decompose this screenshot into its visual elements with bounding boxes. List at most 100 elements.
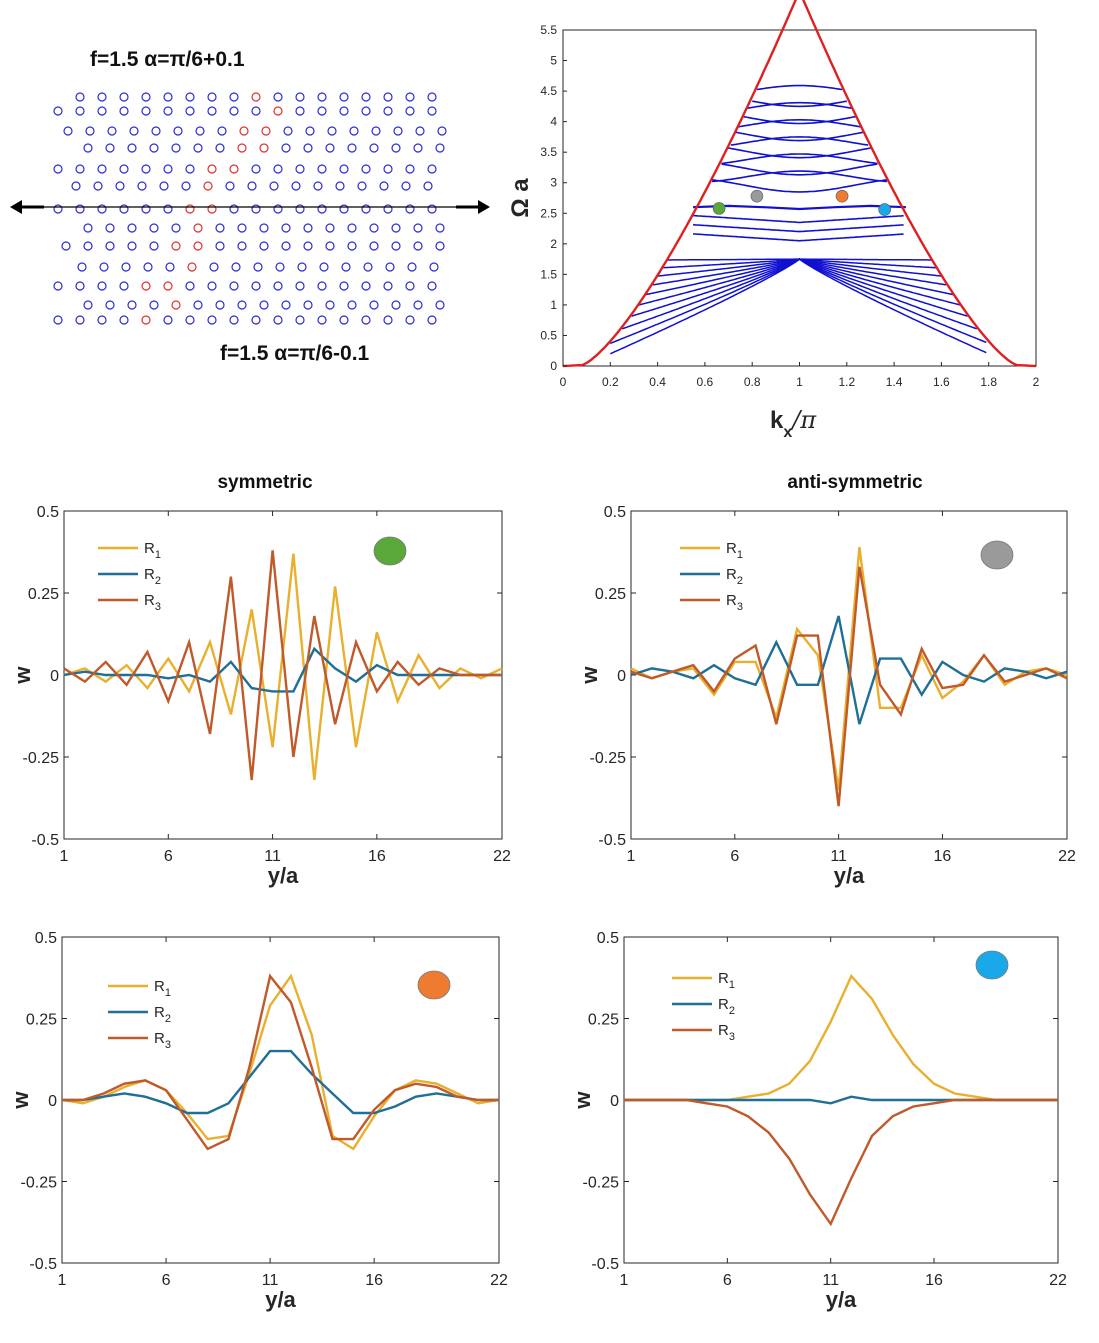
mode-marker (975, 950, 1009, 980)
sound-cone-boundary (562, 0, 1037, 368)
bulk-atom (391, 300, 401, 310)
bulk-atom (143, 262, 153, 272)
bulk-atom (75, 315, 85, 325)
bulk-atom (75, 204, 85, 214)
bulk-atom (325, 241, 335, 251)
xtick-label: 22 (493, 848, 511, 865)
xtick-label: 22 (1058, 848, 1076, 865)
bulk-atom (229, 281, 239, 291)
series-line-r3 (624, 1098, 1058, 1227)
bulk-atom (347, 143, 357, 153)
bulk-atom (149, 241, 159, 251)
ytick-label: 0.25 (588, 1012, 619, 1029)
interface-atom (171, 241, 181, 251)
legend-label-main: R (718, 996, 729, 1013)
bulk-atom (251, 204, 261, 214)
bulk-atom (237, 241, 247, 251)
band-ytick-label: 3.5 (540, 145, 557, 159)
legend-label-sub: 2 (729, 1005, 735, 1017)
bulk-atom (181, 181, 191, 191)
bulk-atom (119, 204, 129, 214)
bulk-band-upper (756, 84, 843, 91)
bulk-atom (391, 223, 401, 233)
xtick-label: 22 (490, 1272, 508, 1289)
bulk-atom (163, 204, 173, 214)
ytick-label: 0 (48, 1093, 57, 1110)
bulk-atom (107, 126, 117, 136)
band-marker-orange (835, 189, 849, 203)
bulk-atom (195, 126, 205, 136)
band-curves (609, 84, 987, 355)
bulk-atom (427, 92, 437, 102)
lattice-label-bottom: f=1.5 α=π/6-0.1 (220, 342, 370, 365)
bulk-atom (383, 315, 393, 325)
chart-title: symmetric (217, 472, 312, 493)
bulk-atom (413, 143, 423, 153)
bulk-atom (75, 106, 85, 116)
bulk-atom (335, 181, 345, 191)
bulk-atom (295, 281, 305, 291)
bulk-atom (325, 223, 335, 233)
interface-atom (141, 281, 151, 291)
band-ytick-label: 2 (550, 237, 557, 251)
band-ytick-label: 5 (550, 54, 557, 68)
bulk-atom (295, 204, 305, 214)
bulk-atom (209, 262, 219, 272)
bulk-atom (141, 106, 151, 116)
xtick-label: 11 (830, 848, 847, 865)
bulk-atom (427, 315, 437, 325)
bulk-atom (283, 126, 293, 136)
bulk-atom (75, 281, 85, 291)
bulk-atom (379, 181, 389, 191)
bulk-atom (217, 126, 227, 136)
bulk-atom (215, 223, 225, 233)
bulk-atom (173, 126, 183, 136)
bulk-atom (405, 106, 415, 116)
legend-label: R2 (726, 566, 743, 587)
interface-atom (259, 143, 269, 153)
bulk-atom (427, 281, 437, 291)
bulk-atom (303, 143, 313, 153)
bulk-atom (225, 181, 235, 191)
legend-label-sub: 2 (165, 1013, 171, 1025)
legend-label-main: R (144, 566, 155, 583)
band-ytick-label: 0.5 (540, 328, 557, 342)
interface-atom (237, 143, 247, 153)
mode-marker (417, 970, 451, 1000)
ylabel: w (577, 666, 602, 685)
bulk-atom (295, 164, 305, 174)
interface-atom (163, 281, 173, 291)
bulk-atom (229, 315, 239, 325)
bulk-atom (121, 262, 131, 272)
bulk-atom (341, 262, 351, 272)
bulk-atom (259, 223, 269, 233)
bulk-atom (53, 204, 63, 214)
bulk-atom (229, 106, 239, 116)
band-xtick-label: 0.2 (602, 375, 619, 389)
lattice-panel: f=1.5 α=π/6+0.1 f=1.5 α=π/6-0.1 (10, 48, 490, 365)
interface-atom (185, 204, 195, 214)
bulk-atom (369, 143, 379, 153)
bulk-atom (405, 204, 415, 214)
bulk-band-gap-lower (693, 214, 904, 224)
bulk-atom (393, 126, 403, 136)
bulk-atom (215, 143, 225, 153)
bulk-atom (83, 143, 93, 153)
legend-label-sub: 1 (155, 549, 161, 561)
band-marker-green (712, 202, 726, 215)
bulk-band-upper (711, 170, 888, 183)
bulk-band-upper (730, 136, 869, 146)
band-structure-chart: 0 0.2 0.4 0.6 0.8 1 1.2 1.4 1.6 1.8 2 0 0.5 1 1.5 2 2.5… (507, 0, 1040, 441)
legend-label-main: R (726, 592, 737, 609)
bulk-atom (207, 106, 217, 116)
bulk-atom (371, 126, 381, 136)
bulk-atom (97, 315, 107, 325)
bulk-atom (339, 315, 349, 325)
xtick-label: 1 (620, 1272, 629, 1289)
bulk-atom (281, 241, 291, 251)
bulk-atom (185, 92, 195, 102)
bulk-atom (251, 281, 261, 291)
band-ylabel: Ω a (507, 178, 534, 218)
bulk-atom (97, 281, 107, 291)
